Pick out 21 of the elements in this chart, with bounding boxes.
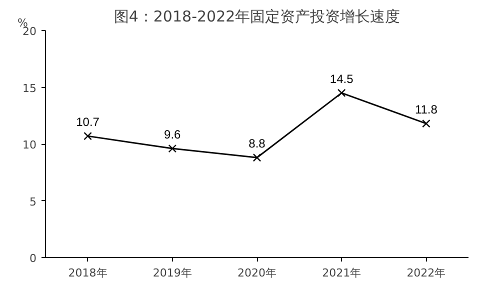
point [168, 144, 177, 153]
y-tick-label: 10 [22, 138, 37, 152]
data-label: 9.6 [164, 128, 182, 142]
data-label: 11.8 [414, 102, 438, 117]
x-tick-label: 2018年 [68, 266, 108, 280]
point [422, 119, 430, 128]
x-tick-label: 2019年 [152, 266, 192, 280]
y-tick-label: 0 [30, 252, 36, 265]
point [252, 153, 262, 162]
data-label: 10.7 [76, 115, 100, 130]
point [337, 88, 346, 98]
chart-title: 图4：2018-2022年固定资产投资增长速度 [114, 8, 400, 26]
y-tick-label: 20 [22, 25, 37, 38]
y-tick-label: 15 [22, 82, 37, 95]
point [84, 132, 92, 140]
x-tick-label: 2021年 [322, 266, 362, 280]
x-tick-label: 2020年 [238, 266, 277, 280]
x-tick-label: 2022年 [406, 266, 446, 280]
data-label: 14.5 [330, 72, 354, 86]
y-tick-label: 5 [30, 195, 36, 208]
data-label: 8.8 [248, 136, 266, 151]
